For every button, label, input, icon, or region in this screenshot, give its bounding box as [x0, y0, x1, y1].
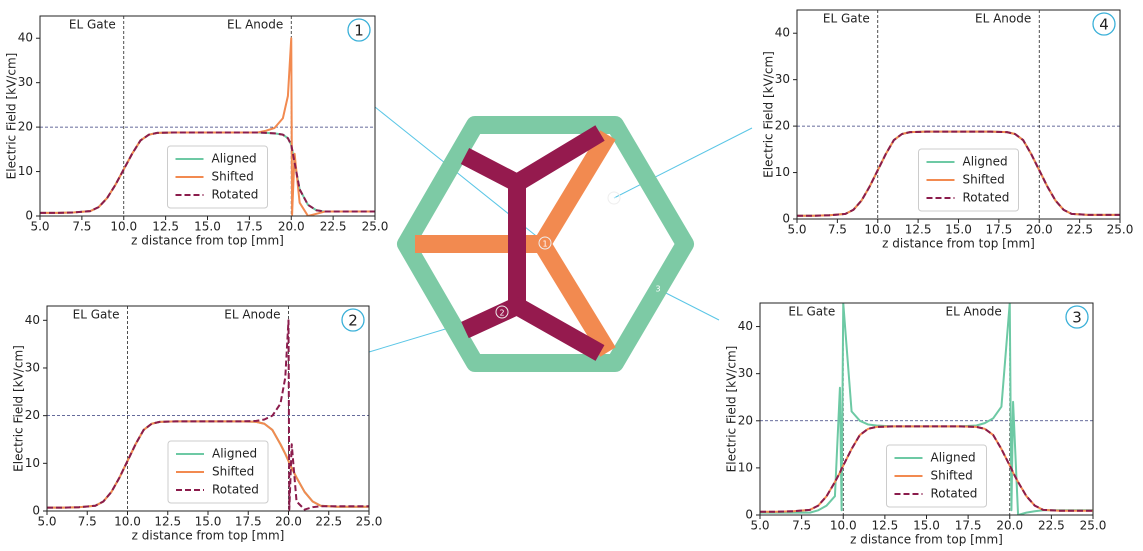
- y-tick-label: 40: [775, 26, 790, 40]
- legend-label: Aligned: [212, 152, 257, 166]
- y-axis-label: Electric Field [kV/cm]: [762, 51, 776, 178]
- x-tick-label: 25.0: [1107, 223, 1134, 237]
- x-tick-label: 15.0: [913, 519, 940, 533]
- legend-label: Rotated: [963, 191, 1010, 205]
- x-tick-label: 17.5: [236, 220, 263, 234]
- x-tick-label: 10.0: [830, 519, 857, 533]
- panel-label: 4: [1099, 16, 1109, 34]
- x-tick-label: 17.5: [955, 519, 982, 533]
- annotation: EL Anode: [975, 12, 1031, 26]
- x-tick-label: 15.0: [195, 515, 222, 529]
- x-tick-label: 7.5: [828, 223, 847, 237]
- x-tick-label: 20.0: [1026, 223, 1053, 237]
- y-tick-label: 30: [738, 366, 753, 380]
- x-tick-label: 25.0: [1080, 519, 1107, 533]
- x-tick-label: 20.0: [275, 515, 302, 529]
- y-tick-label: 30: [25, 360, 40, 374]
- x-tick-label: 7.5: [792, 519, 811, 533]
- y-tick-label: 20: [25, 408, 40, 422]
- x-axis-label: z distance from top [mm]: [132, 529, 285, 543]
- y-tick-label: 10: [775, 165, 790, 179]
- x-axis-label: z distance from top [mm]: [850, 533, 1003, 547]
- x-tick-label: 22.5: [315, 515, 342, 529]
- legend-label: Shifted: [963, 173, 1005, 187]
- x-tick-label: 15.0: [194, 220, 221, 234]
- x-tick-label: 15.0: [945, 223, 972, 237]
- legend-label: Aligned: [931, 451, 976, 465]
- legend-label: Shifted: [931, 469, 973, 483]
- annotation: EL Anode: [946, 305, 1002, 319]
- x-tick-label: 12.5: [872, 519, 899, 533]
- x-tick-label: 17.5: [235, 515, 262, 529]
- legend-label: Rotated: [212, 188, 259, 202]
- panel-label: 1: [354, 22, 364, 40]
- x-tick-label: 7.5: [78, 515, 97, 529]
- legend-label: Shifted: [212, 170, 254, 184]
- x-axis-label: z distance from top [mm]: [882, 237, 1035, 251]
- legend-label: Aligned: [963, 155, 1008, 169]
- x-tick-label: 22.5: [1038, 519, 1065, 533]
- y-tick-label: 30: [18, 75, 33, 89]
- x-tick-label: 20.0: [278, 220, 305, 234]
- marker-label: 1: [542, 240, 547, 249]
- y-axis-label: Electric Field [kV/cm]: [5, 53, 19, 180]
- y-tick-label: 20: [18, 120, 33, 134]
- y-tick-label: 30: [775, 72, 790, 86]
- x-tick-label: 10.0: [110, 220, 137, 234]
- x-tick-label: 12.5: [154, 515, 181, 529]
- x-tick-label: 5.0: [750, 519, 769, 533]
- annotation: EL Gate: [69, 18, 116, 32]
- legend-label: Shifted: [212, 465, 254, 479]
- x-tick-label: 22.5: [320, 220, 347, 234]
- x-tick-label: 25.0: [356, 515, 383, 529]
- panel-label: 3: [1072, 309, 1082, 327]
- legend-label: Rotated: [212, 483, 259, 497]
- y-tick-label: 20: [775, 119, 790, 133]
- x-tick-label: 7.5: [72, 220, 91, 234]
- callout-line: [658, 289, 719, 320]
- y-tick-label: 40: [18, 31, 33, 45]
- y-tick-label: 10: [18, 164, 33, 178]
- marker-label: 4: [611, 195, 616, 204]
- legend: Aligned Shifted Rotated: [919, 149, 1019, 211]
- y-tick-label: 20: [738, 413, 753, 427]
- annotation: EL Anode: [224, 308, 280, 322]
- y-tick-label: 40: [738, 319, 753, 333]
- x-tick-label: 22.5: [1066, 223, 1093, 237]
- y-tick-label: 10: [738, 460, 753, 474]
- y-tick-label: 40: [25, 313, 40, 327]
- legend-label: Aligned: [212, 447, 257, 461]
- x-tick-label: 20.0: [996, 519, 1023, 533]
- y-axis-label: Electric Field [kV/cm]: [725, 346, 739, 473]
- y-axis-label: Electric Field [kV/cm]: [12, 345, 26, 472]
- legend: Aligned Shifted Rotated: [168, 146, 268, 208]
- x-tick-label: 5.0: [787, 223, 806, 237]
- legend: Aligned Shifted Rotated: [887, 445, 987, 507]
- figure: 1 2 3 4 0102030405.07.510.012.515.017.52…: [0, 0, 1143, 551]
- legend-label: Rotated: [931, 487, 978, 501]
- x-tick-label: 17.5: [986, 223, 1013, 237]
- panel-label: 2: [348, 312, 358, 330]
- x-axis-label: z distance from top [mm]: [131, 234, 284, 248]
- x-tick-label: 10.0: [114, 515, 141, 529]
- x-tick-label: 5.0: [37, 515, 56, 529]
- y-tick-label: 10: [25, 456, 40, 470]
- marker-label: 3: [655, 285, 660, 294]
- annotation: EL Gate: [823, 12, 870, 26]
- hexagon-diagram: 1 2 3 4: [369, 107, 752, 363]
- marker-label: 2: [499, 309, 504, 318]
- x-tick-label: 5.0: [30, 220, 49, 234]
- annotation: EL Anode: [227, 18, 283, 32]
- x-tick-label: 12.5: [905, 223, 932, 237]
- legend: Aligned Shifted Rotated: [168, 441, 268, 503]
- annotation: EL Gate: [788, 305, 835, 319]
- x-tick-label: 25.0: [362, 220, 389, 234]
- annotation: EL Gate: [73, 308, 120, 322]
- x-tick-label: 12.5: [152, 220, 179, 234]
- x-tick-label: 10.0: [864, 223, 891, 237]
